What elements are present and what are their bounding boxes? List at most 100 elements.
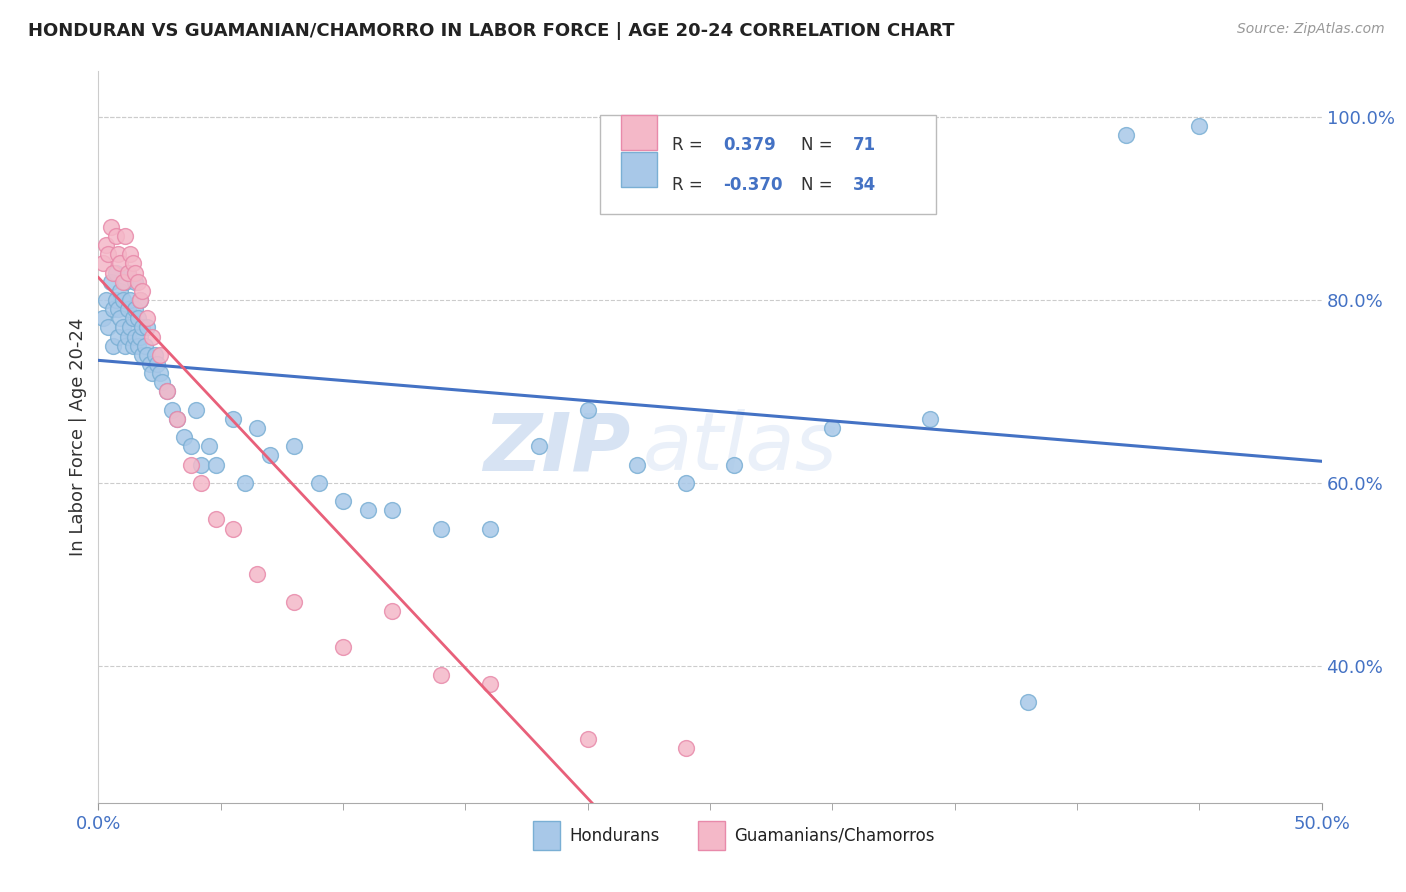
Point bbox=[107, 329, 129, 343]
Text: Hondurans: Hondurans bbox=[569, 827, 659, 845]
Point bbox=[131, 320, 153, 334]
FancyBboxPatch shape bbox=[600, 115, 936, 214]
Point bbox=[129, 293, 152, 307]
Point bbox=[117, 266, 139, 280]
Point bbox=[114, 275, 136, 289]
Point bbox=[114, 228, 136, 243]
Point bbox=[104, 266, 127, 280]
Point bbox=[246, 567, 269, 582]
Text: R =: R = bbox=[672, 176, 709, 194]
Point bbox=[117, 266, 139, 280]
Point bbox=[114, 339, 136, 353]
Point bbox=[97, 320, 120, 334]
Point bbox=[111, 320, 134, 334]
Text: 34: 34 bbox=[853, 176, 876, 194]
Point bbox=[121, 311, 143, 326]
Point bbox=[124, 329, 146, 343]
Point bbox=[821, 421, 844, 435]
Point bbox=[100, 275, 122, 289]
Point bbox=[180, 458, 202, 472]
Bar bbox=[533, 821, 560, 850]
Point bbox=[156, 384, 179, 399]
Point bbox=[141, 329, 163, 343]
Point bbox=[381, 503, 404, 517]
Point bbox=[186, 402, 208, 417]
Point bbox=[1188, 120, 1211, 134]
Point bbox=[430, 521, 453, 535]
Text: N =: N = bbox=[800, 176, 838, 194]
Point bbox=[117, 301, 139, 317]
Text: Source: ZipAtlas.com: Source: ZipAtlas.com bbox=[1237, 22, 1385, 37]
Point bbox=[110, 284, 132, 298]
Point bbox=[150, 376, 173, 390]
Point bbox=[120, 293, 142, 307]
Point bbox=[127, 275, 149, 289]
Text: ZIP: ZIP bbox=[484, 409, 630, 487]
Bar bbox=[620, 115, 658, 150]
Point bbox=[233, 475, 256, 490]
Point bbox=[222, 411, 245, 425]
Point bbox=[101, 266, 124, 280]
Point bbox=[283, 595, 305, 609]
Point bbox=[259, 449, 281, 463]
Point bbox=[121, 339, 143, 353]
Text: atlas: atlas bbox=[643, 409, 838, 487]
Point bbox=[110, 256, 132, 270]
Point bbox=[141, 366, 163, 380]
Text: N =: N = bbox=[800, 136, 838, 153]
Point bbox=[356, 503, 378, 517]
Point bbox=[381, 604, 404, 618]
Point bbox=[131, 284, 153, 298]
Point bbox=[205, 512, 228, 526]
Point bbox=[149, 348, 172, 362]
Point bbox=[146, 357, 169, 371]
Text: 71: 71 bbox=[853, 136, 876, 153]
Point bbox=[139, 357, 162, 371]
Point bbox=[124, 266, 146, 280]
Point bbox=[117, 329, 139, 343]
Point bbox=[91, 256, 114, 270]
Point bbox=[626, 458, 648, 472]
Point bbox=[332, 640, 354, 655]
Point bbox=[120, 320, 142, 334]
Point bbox=[332, 494, 354, 508]
Point bbox=[124, 275, 146, 289]
Point bbox=[131, 348, 153, 362]
Point bbox=[107, 247, 129, 261]
Point bbox=[136, 311, 159, 326]
Point bbox=[129, 293, 152, 307]
Point bbox=[149, 366, 172, 380]
Point bbox=[134, 339, 156, 353]
Point bbox=[222, 521, 245, 535]
Point bbox=[110, 311, 132, 326]
Point bbox=[111, 293, 134, 307]
Point bbox=[576, 402, 599, 417]
Point bbox=[100, 219, 122, 234]
Point bbox=[111, 275, 134, 289]
Point bbox=[121, 256, 143, 270]
Point bbox=[205, 458, 228, 472]
Point bbox=[190, 475, 212, 490]
Text: 0.379: 0.379 bbox=[724, 136, 776, 153]
Point bbox=[136, 320, 159, 334]
Point bbox=[166, 411, 188, 425]
Text: -0.370: -0.370 bbox=[724, 176, 783, 194]
Point bbox=[675, 740, 697, 755]
Point bbox=[104, 228, 127, 243]
Point bbox=[136, 348, 159, 362]
Bar bbox=[697, 821, 724, 850]
Point bbox=[246, 421, 269, 435]
Point bbox=[180, 439, 202, 453]
Point bbox=[166, 411, 188, 425]
Point bbox=[527, 439, 550, 453]
Point bbox=[127, 311, 149, 326]
Point bbox=[675, 475, 697, 490]
Point bbox=[478, 521, 501, 535]
Point bbox=[197, 439, 219, 453]
Text: R =: R = bbox=[672, 136, 709, 153]
Point bbox=[94, 293, 117, 307]
Point bbox=[283, 439, 305, 453]
Point bbox=[101, 339, 124, 353]
Point bbox=[104, 293, 127, 307]
Point bbox=[430, 667, 453, 681]
